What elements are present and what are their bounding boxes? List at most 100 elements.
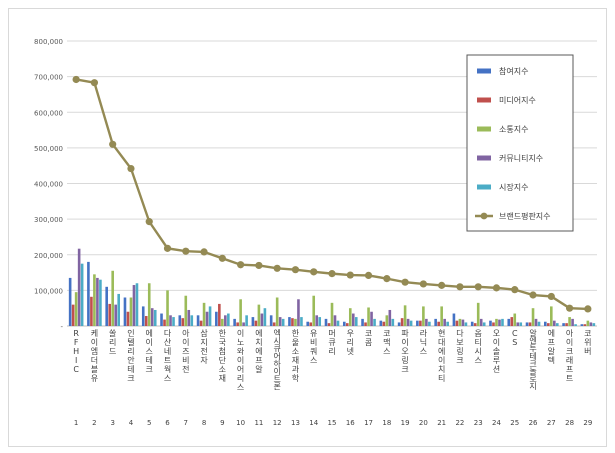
- bar: [80, 263, 84, 326]
- bar: [153, 309, 157, 326]
- line-point: [529, 291, 537, 299]
- y-tick-labels: - 100,000 200,000 300,000 400,000 500,000 600,…: [34, 38, 63, 331]
- line-point: [273, 264, 281, 272]
- bar: [473, 323, 477, 326]
- bar: [422, 306, 425, 326]
- bar: [458, 318, 462, 327]
- bar: [163, 319, 166, 326]
- bar: [199, 320, 203, 326]
- x-rank-label: 20: [419, 419, 428, 427]
- bar: [260, 313, 264, 326]
- bar: [364, 322, 367, 326]
- bar: [534, 318, 538, 327]
- bar: [144, 316, 148, 326]
- chart-svg: - 100,000 200,000 300,000 400,000 500,000 600,…: [34, 38, 597, 427]
- bar: [446, 321, 449, 326]
- x-rank-label: 25: [510, 419, 519, 427]
- y-tick-label: 700,000: [34, 74, 63, 82]
- bar: [278, 317, 282, 326]
- chart-frame: - 100,000 200,000 300,000 400,000 500,000 600,…: [8, 8, 607, 447]
- bar: [391, 318, 395, 327]
- x-rank-label: 3: [110, 419, 114, 427]
- line-point: [109, 140, 117, 148]
- x-rank-label: 17: [364, 419, 373, 427]
- bar: [242, 322, 245, 326]
- bar: [400, 318, 404, 326]
- bar: [571, 318, 574, 327]
- bar: [531, 308, 535, 326]
- line-point: [163, 244, 172, 252]
- bar: [403, 305, 407, 326]
- bar: [294, 318, 297, 327]
- bar: [108, 303, 111, 326]
- line-series: [72, 75, 592, 313]
- x-rank-label: 14: [309, 419, 318, 427]
- y-tick-label: -: [60, 323, 63, 331]
- bar: [345, 323, 349, 326]
- bar: [443, 318, 446, 327]
- bar: [93, 274, 96, 326]
- bar: [553, 320, 556, 326]
- x-rank-label: 23: [474, 419, 483, 427]
- y-tick-label: 200,000: [34, 252, 63, 260]
- bar: [105, 286, 108, 326]
- bar: [126, 311, 130, 326]
- bar: [507, 318, 511, 327]
- bar: [166, 290, 169, 327]
- bar: [556, 323, 559, 326]
- bar: [190, 315, 194, 326]
- bar: [510, 317, 514, 326]
- line-point: [237, 261, 245, 269]
- bar: [172, 317, 175, 326]
- bar: [312, 295, 316, 326]
- legend-swatch: [477, 184, 491, 190]
- bar: [583, 324, 587, 326]
- bar: [574, 324, 577, 326]
- bar: [324, 318, 328, 327]
- line-point: [492, 284, 501, 292]
- bar: [544, 321, 547, 326]
- line-point: [584, 305, 592, 313]
- bar: [498, 319, 501, 326]
- x-rank-label: 21: [437, 419, 446, 427]
- bar: [461, 319, 465, 326]
- bar: [208, 306, 212, 326]
- bar: [489, 320, 492, 326]
- legend-swatch: [477, 97, 491, 103]
- bar: [388, 309, 392, 326]
- x-rank-label: 15: [328, 419, 337, 427]
- line-point: [474, 283, 482, 291]
- bar: [547, 323, 550, 326]
- bar: [68, 277, 72, 326]
- bar: [227, 313, 230, 326]
- bar: [470, 321, 474, 326]
- x-rank-label: 1: [74, 419, 78, 427]
- line-point: [364, 271, 373, 280]
- legend-swatch-marker: [480, 212, 488, 220]
- x-rank-label: 29: [583, 419, 592, 427]
- x-rank-label: 16: [346, 419, 355, 427]
- bar: [117, 293, 120, 326]
- line-point: [419, 280, 427, 288]
- bar: [519, 322, 523, 326]
- bar: [367, 307, 370, 326]
- bar: [479, 318, 483, 327]
- bar: [528, 322, 532, 326]
- bar: [525, 322, 529, 326]
- bar: [476, 302, 480, 326]
